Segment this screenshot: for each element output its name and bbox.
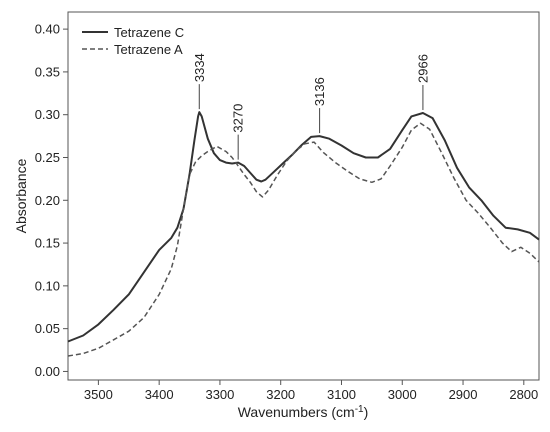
x-tick-label: 3500: [84, 387, 113, 402]
series-layer: [67, 111, 540, 357]
y-tick-label: 0.10: [35, 278, 60, 293]
annotation-label: 3334: [192, 53, 207, 82]
legend-label-tetrazene-a: Tetrazene A: [114, 42, 183, 57]
legend: Tetrazene C Tetrazene A: [82, 25, 184, 57]
x-axis-unit-open: (: [327, 404, 336, 420]
x-tick-label: 2900: [449, 387, 478, 402]
x-tick-label: 3000: [388, 387, 417, 402]
y-axis-title: Absorbance: [13, 158, 29, 233]
legend-label-tetrazene-c: Tetrazene C: [114, 25, 184, 40]
annotation-label: 2966: [415, 54, 430, 83]
x-axis-unit-base: cm: [336, 404, 355, 420]
x-axis-title-main: Wavenumbers: [238, 404, 328, 420]
x-axis-unit-close: ): [364, 404, 369, 420]
x-tick-label: 2800: [509, 387, 538, 402]
y-tick-label: 0.25: [35, 150, 60, 165]
x-axis-title: Wavenumbers (cm-1): [238, 404, 369, 420]
x-tick-label: 3300: [205, 387, 234, 402]
x-axis-unit-exponent: -1: [355, 404, 364, 415]
peak-annotations: 3334 3270 3136 2966: [192, 53, 430, 160]
plot-frame: [67, 11, 540, 381]
y-tick-label: 0.00: [35, 364, 60, 379]
y-tick-label: 0.05: [35, 321, 60, 336]
annotation-label: 3136: [312, 77, 327, 106]
y-tick-label: 0.15: [35, 236, 60, 251]
x-axis-ticks: 3500 3400 3300 3200 3100 3000 2900 2800: [84, 380, 538, 402]
annotation-label: 3270: [231, 104, 246, 133]
series-line-tetrazene-c: [67, 111, 540, 343]
y-axis-ticks: 0.00 0.05 0.10 0.15 0.20 0.25 0.30 0.35 0.40: [35, 22, 68, 379]
x-tick-label: 3200: [266, 387, 295, 402]
x-tick-label: 3100: [327, 387, 356, 402]
y-tick-label: 0.30: [35, 107, 60, 122]
y-tick-label: 0.40: [35, 22, 60, 37]
y-tick-label: 0.20: [35, 193, 60, 208]
series-line-tetrazene-a: [67, 122, 540, 357]
y-tick-label: 0.35: [35, 64, 60, 79]
x-tick-label: 3400: [145, 387, 174, 402]
